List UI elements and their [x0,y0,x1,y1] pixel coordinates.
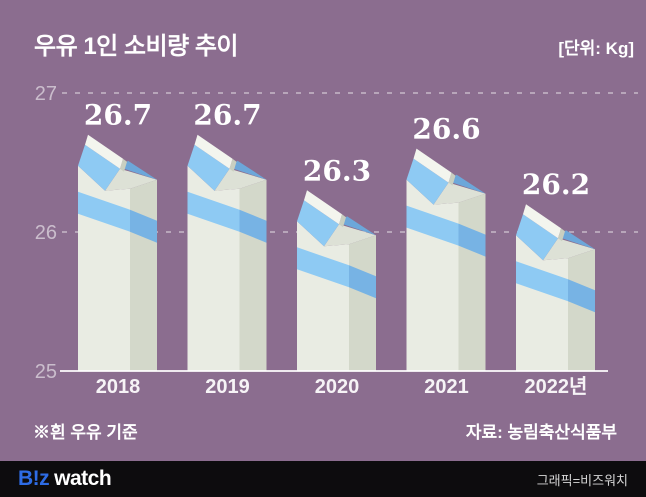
carton-cap [413,148,452,183]
logo-biz-text: B!z [18,467,50,490]
carton-band-front [297,247,349,288]
carton-roof [406,158,449,205]
carton-cap-end [448,172,456,186]
footer-bar: B!z watch 그래픽=비즈워치 [0,461,646,497]
x-tick-label-2022년: 2022년 [525,375,588,398]
y-tick-label-25: 25 [35,361,57,383]
carton-roof [187,144,230,191]
x-tick-label-2021: 2021 [424,376,469,398]
carton-cap [194,134,233,169]
carton-side-face [130,179,157,371]
milk-consumption-chart: 26.7 26.7 26.3 26.6 26.2 25 26 27 2018 2019 2020 20… [35,83,638,398]
carton-cap-end [339,214,346,228]
x-tick-label-2018: 2018 [96,376,141,398]
carton-cap-end [120,158,127,172]
source-credit: 자료: 농림축산식품부 [465,423,617,442]
bizwatch-logo: B!z watch [18,467,112,491]
carton-cap-end [558,228,565,242]
unit-label: [단위: Kg] [558,39,634,58]
x-tick-label-2019: 2019 [205,376,250,398]
carton-roof [78,144,120,191]
value-label-2019: 26.7 [193,99,261,132]
carton-gable [105,168,157,191]
carton-band-side [568,279,595,313]
carton-gable [214,168,267,191]
y-tick-label-26: 26 [35,222,57,244]
milk-carton-bar-2020 [297,190,376,371]
carton-roof-back [340,216,376,236]
milk-carton-bar-2021 [406,148,486,371]
carton-cap [304,190,342,225]
y-tick-label-27: 27 [35,83,57,105]
value-label-2018: 26.7 [84,99,152,132]
carton-side-face [349,235,376,371]
carton-gable [543,238,595,261]
carton-gable [324,224,376,247]
carton-roof [516,214,558,261]
carton-cap [523,204,561,239]
footnote-basis: ※흰 우유 기준 [33,423,138,442]
carton-cap-end [229,158,237,172]
carton-roof-back [121,160,157,180]
graphic-credit: 그래픽=비즈워치 [536,472,628,488]
carton-band-front [78,191,130,232]
page-title: 우유 1인 소비량 추이 [34,33,239,60]
logo-watch-text: watch [54,467,112,490]
milk-carton-bar-2019 [187,134,267,371]
carton-side-face [458,193,486,371]
carton-band-side [458,223,486,257]
carton-band-side [239,209,267,243]
carton-band-side [130,209,157,243]
milk-carton-bar-2022년 [516,204,595,371]
carton-side-face [239,179,267,371]
carton-gable [433,182,486,205]
value-label-2022년: 26.2 [522,168,590,201]
carton-roof [297,200,339,247]
carton-roof-back [230,160,267,180]
carton-band-side [349,265,376,299]
milk-carton-bar-2018 [78,134,157,371]
carton-band-front [516,261,568,302]
value-label-2021: 26.6 [412,113,480,146]
carton-cap [85,134,123,169]
carton-band-front [406,205,459,246]
carton-roof-back [449,174,486,194]
carton-side-face [568,249,595,371]
x-tick-label-2020: 2020 [315,376,360,398]
carton-band-front [187,191,240,232]
value-label-2020: 26.3 [303,154,371,187]
carton-roof-back [559,230,595,250]
